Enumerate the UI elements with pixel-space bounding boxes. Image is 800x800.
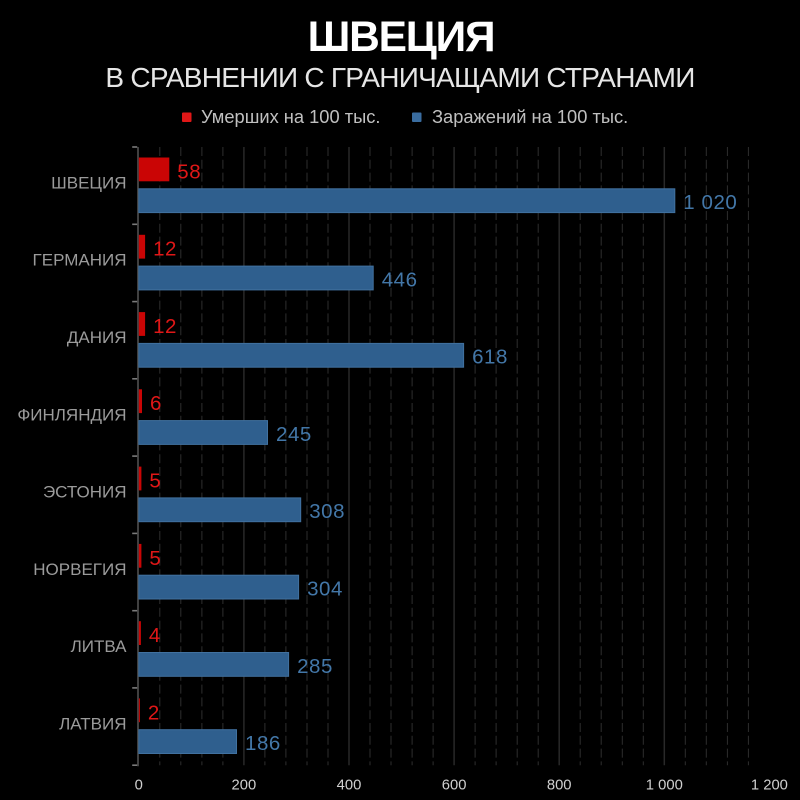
svg-text:5: 5 — [149, 470, 161, 493]
svg-text:НОРВЕГИЯ: НОРВЕГИЯ — [33, 560, 126, 579]
svg-text:4: 4 — [149, 624, 161, 647]
svg-text:12: 12 — [153, 238, 177, 261]
svg-text:6: 6 — [150, 392, 162, 415]
svg-text:308: 308 — [309, 500, 345, 523]
svg-text:В СРАВНЕНИИ С ГРАНИЧАЩАМИ СТРА: В СРАВНЕНИИ С ГРАНИЧАЩАМИ СТРАНАМИ — [105, 62, 694, 93]
svg-text:Заражений на 100 тыс.: Заражений на 100 тыс. — [432, 106, 628, 127]
svg-text:5: 5 — [149, 547, 161, 570]
svg-text:1 020: 1 020 — [683, 191, 737, 214]
svg-text:304: 304 — [307, 578, 343, 601]
svg-text:0: 0 — [135, 778, 143, 794]
svg-text:285: 285 — [297, 655, 333, 678]
svg-text:ФИНЛЯНДИЯ: ФИНЛЯНДИЯ — [17, 405, 126, 424]
svg-text:1 200: 1 200 — [751, 778, 788, 794]
svg-text:186: 186 — [245, 732, 281, 755]
svg-text:ШВЕЦИЯ: ШВЕЦИЯ — [51, 173, 126, 192]
svg-text:400: 400 — [337, 778, 362, 794]
svg-text:618: 618 — [472, 346, 508, 369]
svg-text:ЭСТОНИЯ: ЭСТОНИЯ — [43, 483, 127, 502]
svg-text:ЛАТВИЯ: ЛАТВИЯ — [59, 714, 126, 733]
svg-text:1 000: 1 000 — [646, 778, 683, 794]
svg-text:ГЕРМАНИЯ: ГЕРМАНИЯ — [33, 251, 127, 270]
svg-text:245: 245 — [276, 423, 312, 446]
svg-text:600: 600 — [442, 778, 467, 794]
svg-text:200: 200 — [232, 778, 257, 794]
svg-text:Умерших на 100 тыс.: Умерших на 100 тыс. — [201, 106, 380, 127]
svg-text:ЛИТВА: ЛИТВА — [71, 637, 128, 656]
svg-text:ДАНИЯ: ДАНИЯ — [67, 328, 127, 347]
svg-text:58: 58 — [177, 160, 201, 183]
svg-text:12: 12 — [153, 315, 177, 338]
svg-text:800: 800 — [547, 778, 572, 794]
svg-text:ШВЕЦИЯ: ШВЕЦИЯ — [308, 14, 495, 61]
svg-text:446: 446 — [382, 268, 418, 291]
svg-text:2: 2 — [148, 701, 160, 724]
